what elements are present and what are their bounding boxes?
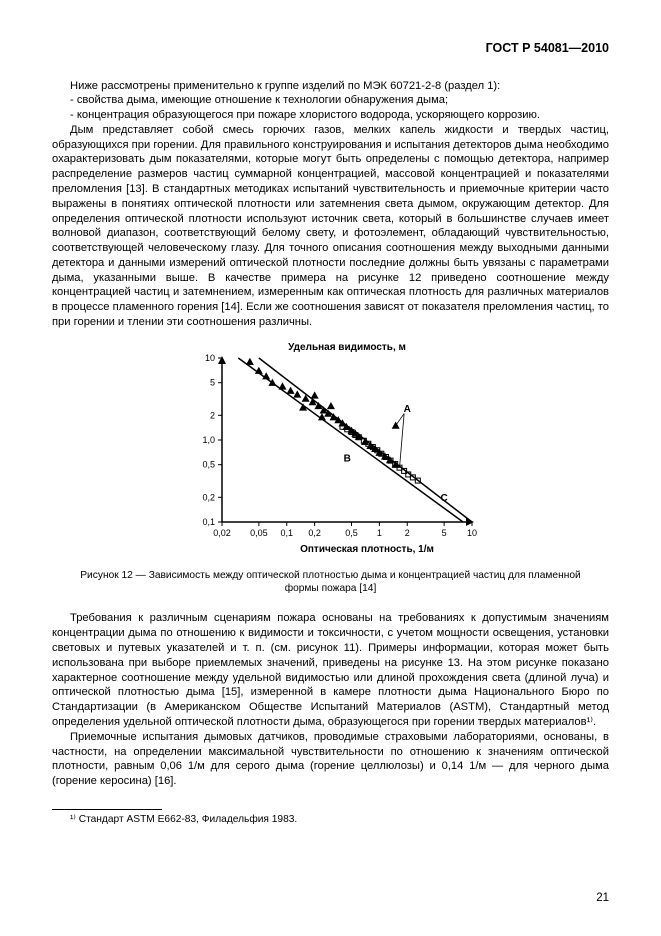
- intro-paragraph-1: Ниже рассмотрены применительно к группе …: [52, 79, 609, 94]
- after-paragraph-2: Приемочные испытания дымовых датчиков, п…: [52, 730, 609, 789]
- svg-text:5: 5: [441, 528, 446, 538]
- svg-text:0,2: 0,2: [202, 492, 215, 502]
- svg-text:Удельная видимость, м: Удельная видимость, м: [288, 342, 406, 353]
- svg-text:0,2: 0,2: [308, 528, 321, 538]
- chart-caption: Рисунок 12 — Зависимость между оптическо…: [80, 569, 581, 596]
- svg-text:A: A: [403, 404, 410, 415]
- svg-text:5: 5: [209, 377, 214, 387]
- svg-text:10: 10: [466, 528, 476, 538]
- document-id: ГОСТ Р 54081—2010: [52, 40, 609, 57]
- intro-paragraph-2: Дым представляет собой смесь горючих газ…: [52, 123, 609, 330]
- chart-container: Удельная видимость, м 0,02 0,05 0,1 0,2 0,5 1 2…: [52, 338, 609, 563]
- svg-text:1,0: 1,0: [202, 435, 215, 445]
- svg-text:0,5: 0,5: [202, 459, 215, 469]
- svg-text:10: 10: [204, 353, 214, 363]
- page: ГОСТ Р 54081—2010 Ниже рассмотрены приме…: [0, 0, 661, 936]
- after-paragraph-1: Требования к различным сценариям пожара …: [52, 611, 609, 729]
- intro-bullet-1: - свойства дыма, имеющие отношение к тех…: [52, 93, 609, 108]
- svg-text:Оптическая плотность, 1/м: Оптическая плотность, 1/м: [300, 544, 434, 555]
- svg-text:B: B: [343, 453, 350, 464]
- footnote-rule: [52, 809, 162, 810]
- svg-text:0,1: 0,1: [202, 517, 215, 527]
- chart-figure-12: Удельная видимость, м 0,02 0,05 0,1 0,2 0,5 1 2…: [176, 338, 486, 558]
- svg-text:2: 2: [209, 410, 214, 420]
- svg-text:1: 1: [376, 528, 381, 538]
- footnote-text: ¹⁾ Стандарт ASTM E662-83, Филадельфия 19…: [52, 813, 609, 826]
- svg-text:C: C: [440, 493, 447, 504]
- svg-text:2: 2: [404, 528, 409, 538]
- svg-text:0,1: 0,1: [280, 528, 293, 538]
- svg-text:0,05: 0,05: [250, 528, 268, 538]
- svg-text:0,5: 0,5: [345, 528, 358, 538]
- intro-bullet-2: - концентрация образующегося при пожаре …: [52, 108, 609, 123]
- page-number: 21: [596, 891, 609, 906]
- svg-text:0,02: 0,02: [213, 528, 231, 538]
